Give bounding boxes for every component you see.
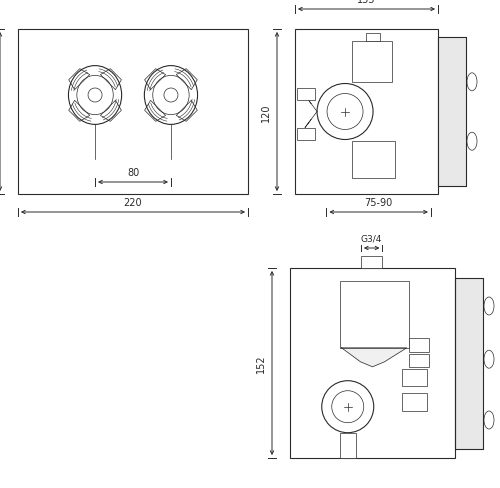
Ellipse shape [484,411,494,429]
Bar [352,41,392,82]
Text: 75-90: 75-90 [364,198,393,207]
Text: 80: 80 [127,168,139,178]
Bar [352,142,395,178]
Bar [438,38,466,186]
Ellipse shape [484,297,494,315]
Bar [366,34,380,41]
Bar [455,278,483,448]
Bar [340,282,409,348]
Bar [297,128,315,140]
Text: 135: 135 [357,0,376,5]
Bar [290,268,455,458]
Ellipse shape [467,74,477,92]
Ellipse shape [484,350,494,368]
Bar [340,433,356,458]
Bar [18,30,248,195]
Bar [409,354,428,367]
Text: 220: 220 [124,198,142,207]
Text: 120: 120 [261,103,271,122]
Ellipse shape [467,133,477,151]
Polygon shape [342,348,407,367]
Bar [361,257,382,268]
Bar [409,339,428,352]
Bar [455,278,483,448]
Bar [295,30,438,195]
Text: 152: 152 [256,354,266,372]
Bar [438,38,466,186]
Bar [402,394,427,411]
Bar [297,88,315,101]
Text: G3/4: G3/4 [361,235,382,244]
Bar [402,369,427,386]
